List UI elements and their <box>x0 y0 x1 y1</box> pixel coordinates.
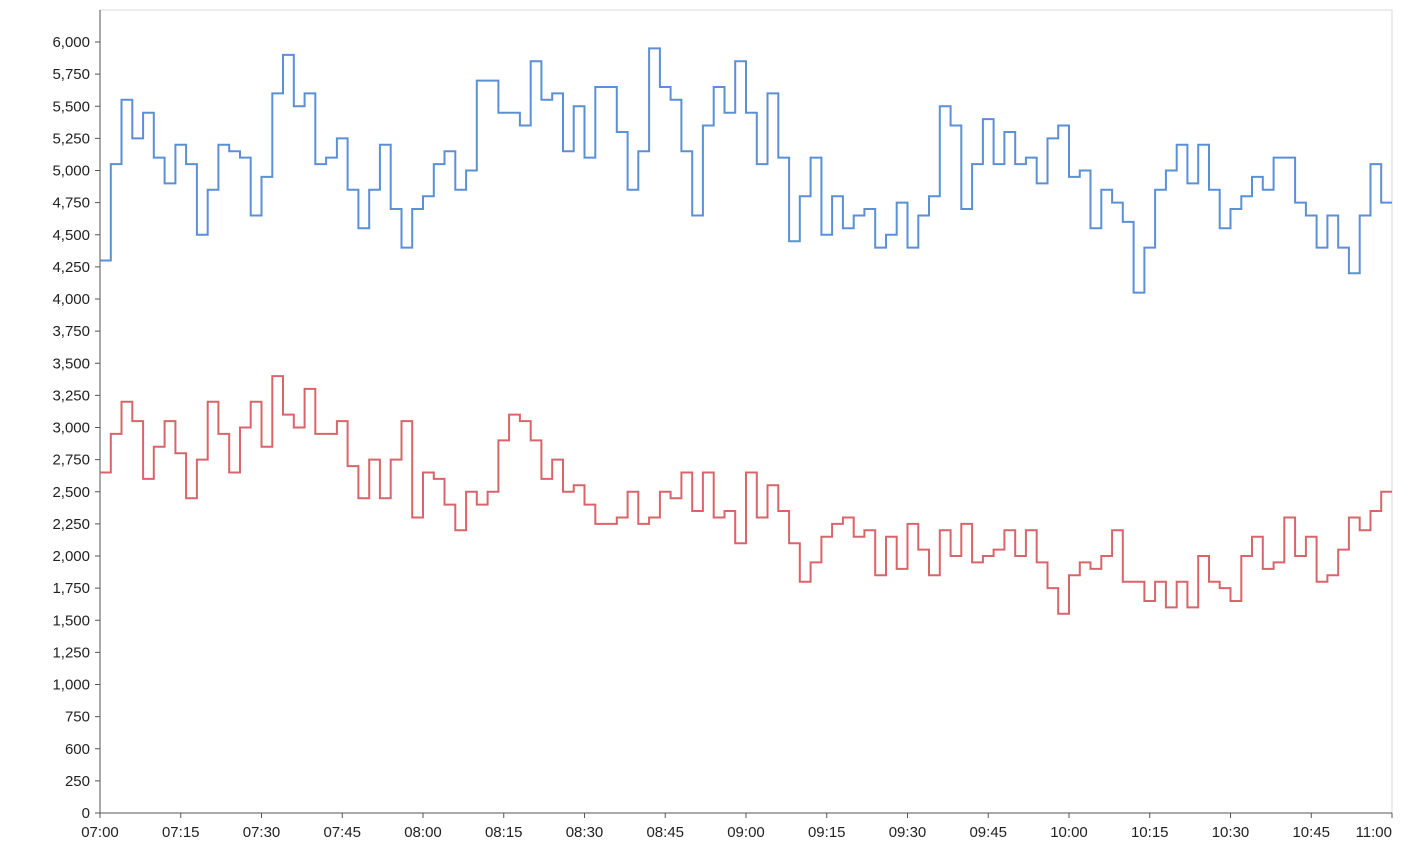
x-tick-label: 07:00 <box>81 824 119 841</box>
y-tick-label: 1,250 <box>52 644 90 661</box>
series-line-1 <box>100 47 1392 294</box>
y-tick-label: 5,750 <box>52 66 90 83</box>
y-tick-label: 600 <box>65 741 90 758</box>
y-tick-label: 750 <box>65 709 90 726</box>
x-tick-label: 10:15 <box>1131 824 1169 841</box>
x-tick-label: 09:15 <box>808 824 846 841</box>
x-tick-label: 08:30 <box>566 824 604 841</box>
y-tick-label: 2,500 <box>52 484 90 501</box>
x-tick-label: 11:00 <box>1356 824 1392 841</box>
x-tick-label: 07:45 <box>323 824 361 841</box>
y-tick-label: 3,250 <box>52 387 90 404</box>
series-layer <box>100 47 1392 615</box>
x-tick-label: 07:30 <box>243 824 281 841</box>
y-tick-label: 3,500 <box>52 355 90 372</box>
y-tick-label: 1,000 <box>52 677 90 694</box>
y-axis-ticks: 0 250 600 750 1,000 1,250 1,500 1,750 2,000 2,250… <box>52 34 100 822</box>
series-line-2 <box>100 375 1392 615</box>
x-tick-label: 07:15 <box>162 824 200 841</box>
x-tick-label: 08:00 <box>404 824 442 841</box>
y-tick-label: 1,750 <box>52 580 90 597</box>
y-tick-label: 4,250 <box>52 259 90 276</box>
x-tick-label: 10:30 <box>1212 824 1250 841</box>
y-tick-label: 5,250 <box>52 130 90 147</box>
y-tick-label: 2,000 <box>52 548 90 565</box>
x-tick-label: 10:45 <box>1292 824 1330 841</box>
y-tick-label: 4,500 <box>52 227 90 244</box>
y-tick-label: 3,000 <box>52 420 90 437</box>
x-tick-label: 09:45 <box>969 824 1007 841</box>
y-tick-label: 4,000 <box>52 291 90 308</box>
y-tick-label: 1,500 <box>52 612 90 629</box>
y-tick-label: 5,500 <box>52 98 90 115</box>
plot-area <box>99 9 1393 814</box>
x-tick-label: 10:00 <box>1050 824 1088 841</box>
y-tick-label: 2,250 <box>52 516 90 533</box>
x-tick-label: 08:45 <box>646 824 684 841</box>
x-tick-label: 09:30 <box>889 824 927 841</box>
y-tick-label: 3,750 <box>52 323 90 340</box>
y-tick-label: 250 <box>65 773 90 790</box>
x-axis-ticks: 07:00 07:15 07:30 07:45 08:00 08:15 08:30 08:45… <box>81 813 1393 841</box>
x-tick-label: 08:15 <box>485 824 523 841</box>
y-tick-label: 4,750 <box>52 195 90 212</box>
y-tick-label: 5,000 <box>52 163 90 180</box>
y-tick-label: 0 <box>82 805 90 822</box>
x-tick-label: 09:00 <box>727 824 765 841</box>
y-tick-label: 2,750 <box>52 452 90 469</box>
y-tick-label: 6,000 <box>52 34 90 51</box>
